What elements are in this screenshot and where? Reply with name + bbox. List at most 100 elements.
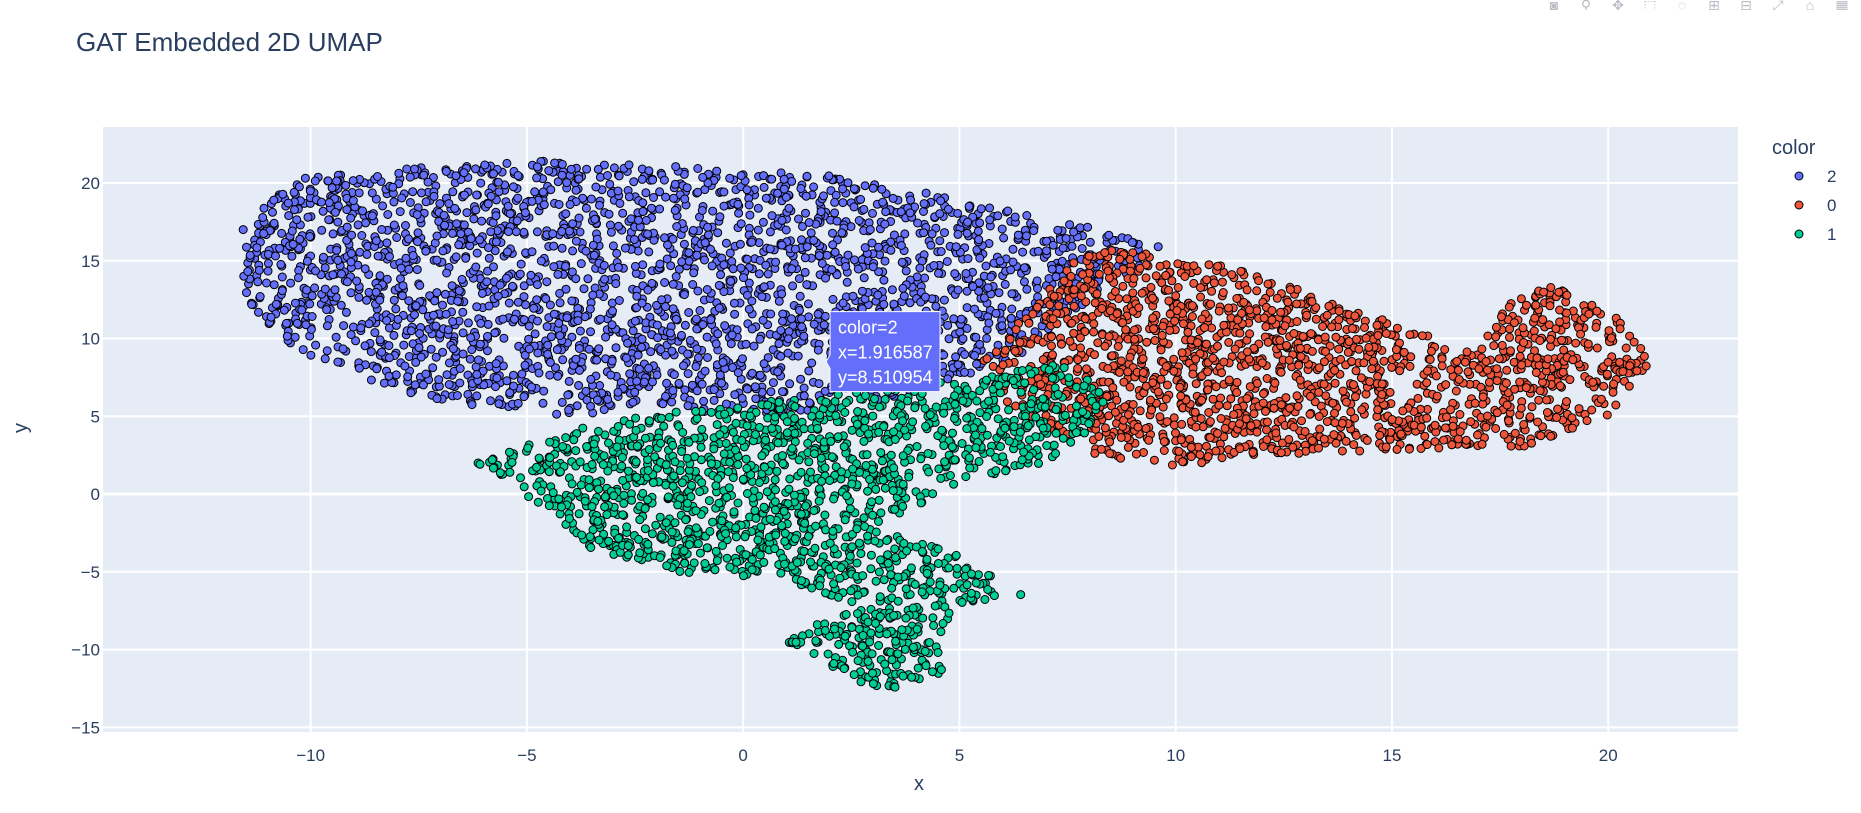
data-point[interactable] [342,222,352,232]
data-point[interactable] [1276,367,1286,377]
data-point[interactable] [562,313,572,323]
data-point[interactable] [574,213,584,223]
data-point[interactable] [269,195,279,205]
data-point[interactable] [294,182,304,192]
data-point[interactable] [781,192,791,202]
data-point[interactable] [576,259,586,269]
data-point[interactable] [544,501,554,511]
data-point[interactable] [1161,362,1171,371]
data-point[interactable] [532,173,542,183]
data-point[interactable] [960,350,970,359]
data-point[interactable] [453,296,463,306]
data-point[interactable] [606,227,616,237]
data-point[interactable] [513,193,523,203]
data-point[interactable] [765,244,775,254]
data-point[interactable] [1525,412,1535,422]
data-point[interactable] [1271,428,1281,438]
data-point[interactable] [263,258,273,268]
data-point[interactable] [1542,395,1551,405]
data-point[interactable] [415,329,425,339]
data-point[interactable] [432,288,442,298]
data-point[interactable] [1235,444,1245,454]
data-point[interactable] [346,257,356,267]
data-point[interactable] [735,239,745,249]
data-point[interactable] [373,172,382,181]
data-point[interactable] [630,387,640,397]
data-point[interactable] [317,225,327,235]
series-2[interactable] [238,156,1163,420]
data-point[interactable] [284,211,294,221]
data-point[interactable] [680,320,690,330]
data-point[interactable] [750,382,760,392]
data-point[interactable] [856,194,866,204]
data-point[interactable] [532,227,542,237]
data-point[interactable] [1116,356,1126,366]
data-point[interactable] [935,236,945,246]
data-point[interactable] [1259,389,1268,399]
data-point[interactable] [680,194,690,204]
data-point[interactable] [444,358,454,368]
data-point[interactable] [322,305,332,315]
data-point[interactable] [1197,395,1207,405]
data-point[interactable] [736,263,746,273]
data-point[interactable] [491,237,501,247]
data-point[interactable] [1349,380,1358,390]
data-point[interactable] [1108,383,1118,393]
data-point[interactable] [614,221,623,231]
data-point[interactable] [1261,406,1270,416]
data-point[interactable] [346,213,356,223]
data-point[interactable] [821,311,830,321]
data-point[interactable] [1203,385,1213,395]
data-point[interactable] [630,261,640,271]
data-point[interactable] [1242,347,1252,357]
data-point[interactable] [1092,289,1102,299]
data-point[interactable] [951,242,961,252]
data-point[interactable] [1134,303,1144,313]
data-point[interactable] [737,393,747,403]
data-point[interactable] [592,395,602,405]
data-point[interactable] [429,191,439,201]
data-point[interactable] [643,229,653,239]
data-point[interactable] [1207,286,1217,296]
data-point[interactable] [545,370,555,380]
data-point[interactable] [1005,334,1015,344]
data-point[interactable] [1213,428,1222,438]
data-point[interactable] [493,177,503,187]
data-point[interactable] [406,326,416,336]
data-point[interactable] [621,353,631,363]
data-point[interactable] [953,208,963,218]
data-point[interactable] [504,227,513,237]
data-point[interactable] [843,250,853,260]
data-point[interactable] [1567,423,1577,433]
data-point[interactable] [982,333,992,343]
data-point[interactable] [1483,365,1492,375]
data-point[interactable] [491,382,500,392]
data-point[interactable] [1153,242,1163,252]
data-point[interactable] [1497,340,1507,350]
data-point[interactable] [1204,408,1214,417]
data-point[interactable] [830,197,840,207]
data-point[interactable] [1546,431,1556,441]
data-point[interactable] [711,546,721,556]
data-point[interactable] [1546,334,1556,344]
data-point[interactable] [940,228,949,238]
data-point[interactable] [1506,441,1516,451]
data-point[interactable] [706,315,716,325]
data-point[interactable] [384,371,394,381]
data-point[interactable] [1562,397,1571,406]
data-point[interactable] [802,171,812,181]
data-point[interactable] [1089,327,1099,337]
data-point[interactable] [719,260,729,270]
data-point[interactable] [455,364,465,373]
data-point[interactable] [1293,402,1303,411]
data-point[interactable] [983,283,993,293]
data-point[interactable] [1123,442,1133,452]
data-point[interactable] [399,340,409,350]
data-point[interactable] [995,256,1005,266]
data-point[interactable] [382,316,392,325]
data-point[interactable] [517,369,527,379]
data-point[interactable] [513,398,523,408]
data-point[interactable] [1100,341,1110,351]
data-point[interactable] [1022,284,1032,294]
data-point[interactable] [534,368,544,378]
